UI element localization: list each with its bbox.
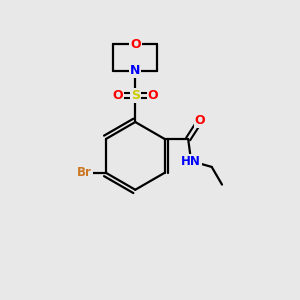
Text: Br: Br [77,166,92,179]
Text: O: O [148,89,158,102]
Text: O: O [195,114,205,127]
Text: O: O [112,89,123,102]
Text: S: S [131,89,140,102]
Text: O: O [130,38,141,50]
Text: HN: HN [181,154,201,167]
Text: N: N [130,64,140,77]
